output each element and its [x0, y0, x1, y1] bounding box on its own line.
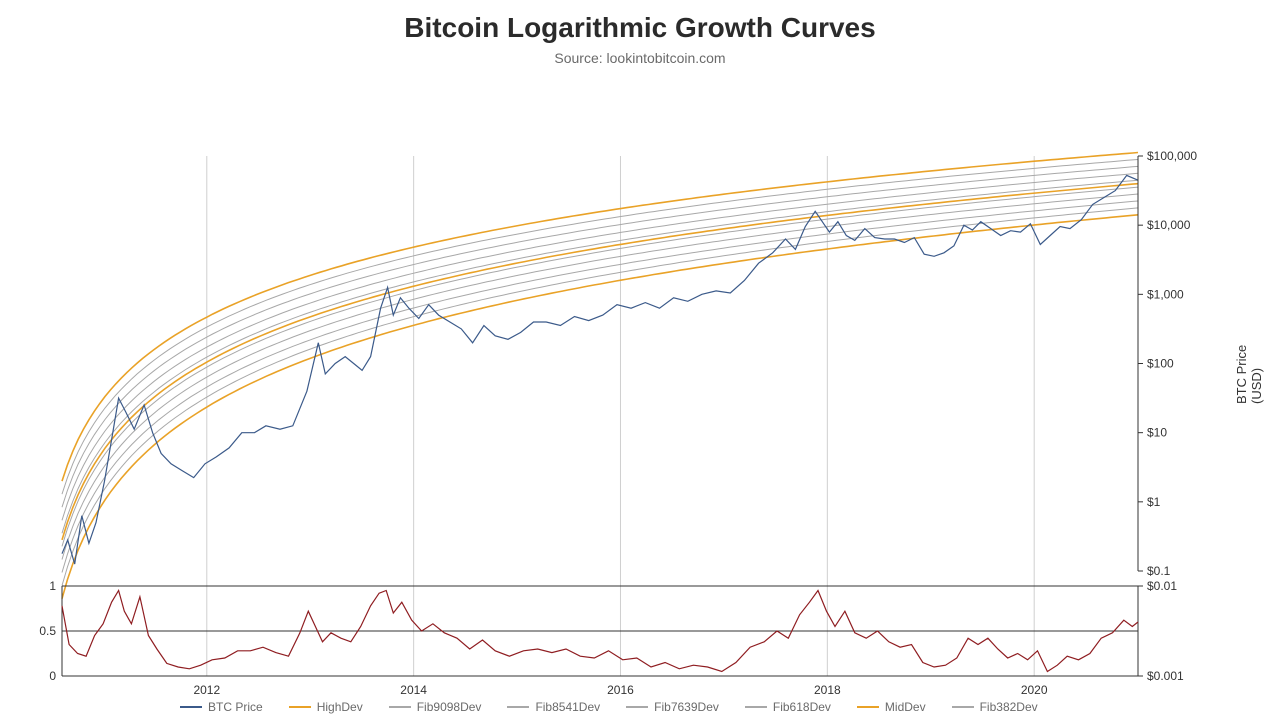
legend: BTC Price HighDev Fib9098Dev Fib8541Dev Fib7…	[0, 700, 1180, 720]
x-tick-label: 2018	[814, 683, 841, 694]
osc-ytick-left: 1	[49, 579, 56, 593]
mid-dev-curve	[62, 184, 1138, 540]
y-tick-label: $10	[1147, 426, 1167, 440]
fib-curve	[62, 180, 1138, 533]
fib-curve	[62, 187, 1138, 546]
y-axis-label: BTC Price (USD)	[1234, 342, 1264, 404]
legend-label: MidDev	[885, 700, 926, 714]
legend-item[interactable]: Fib9098Dev	[389, 700, 482, 714]
legend-item[interactable]: Fib382Dev	[952, 700, 1038, 714]
x-tick-label: 2012	[193, 683, 220, 694]
x-tick-label: 2020	[1021, 683, 1048, 694]
btc-price-line	[62, 175, 1138, 564]
y-tick-label: $10,000	[1147, 218, 1191, 232]
legend-swatch	[289, 706, 311, 708]
legend-label: Fib618Dev	[773, 700, 831, 714]
legend-swatch	[626, 706, 648, 708]
fib-curve	[62, 166, 1138, 507]
legend-item[interactable]: MidDev	[857, 700, 926, 714]
legend-label: Fib7639Dev	[654, 700, 719, 714]
legend-item[interactable]: BTC Price	[180, 700, 263, 714]
legend-label: Fib8541Dev	[535, 700, 600, 714]
legend-item[interactable]: Fib8541Dev	[507, 700, 600, 714]
x-tick-label: 2014	[400, 683, 427, 694]
legend-swatch	[180, 706, 202, 708]
legend-swatch	[952, 706, 974, 708]
y-tick-label: $0.1	[1147, 564, 1171, 578]
legend-item[interactable]: Fib618Dev	[745, 700, 831, 714]
legend-label: Fib9098Dev	[417, 700, 482, 714]
legend-label: HighDev	[317, 700, 363, 714]
legend-swatch	[507, 706, 529, 708]
fib-curve	[62, 201, 1138, 573]
y-tick-label: $1	[1147, 495, 1161, 509]
legend-item[interactable]: Fib7639Dev	[626, 700, 719, 714]
y-tick-label: $100,000	[1147, 149, 1197, 163]
osc-ytick-right: $0.001	[1147, 669, 1184, 683]
y-tick-label: $100	[1147, 357, 1174, 371]
chart-subtitle: Source: lookintobitcoin.com	[0, 50, 1280, 66]
legend-label: BTC Price	[208, 700, 263, 714]
x-tick-label: 2016	[607, 683, 634, 694]
osc-ytick-left: 0	[49, 669, 56, 683]
osc-ytick-left: 0.5	[39, 624, 56, 638]
legend-swatch	[745, 706, 767, 708]
y-tick-label: $1,000	[1147, 287, 1184, 301]
legend-item[interactable]: HighDev	[289, 700, 363, 714]
low-dev-curve	[62, 215, 1138, 599]
osc-ytick-right: $0.01	[1147, 579, 1177, 593]
chart-title: Bitcoin Logarithmic Growth Curves	[0, 12, 1280, 44]
fib-curve	[62, 194, 1138, 560]
chart-area: 2012 2014 2016 2018 2020 $0.1 $1 $10 $100 $1,000 $…	[0, 66, 1280, 694]
legend-label: Fib382Dev	[980, 700, 1038, 714]
chart-svg: 2012 2014 2016 2018 2020 $0.1 $1 $10 $100 $1,000 $…	[0, 66, 1280, 694]
legend-swatch	[389, 706, 411, 708]
legend-swatch	[857, 706, 879, 708]
